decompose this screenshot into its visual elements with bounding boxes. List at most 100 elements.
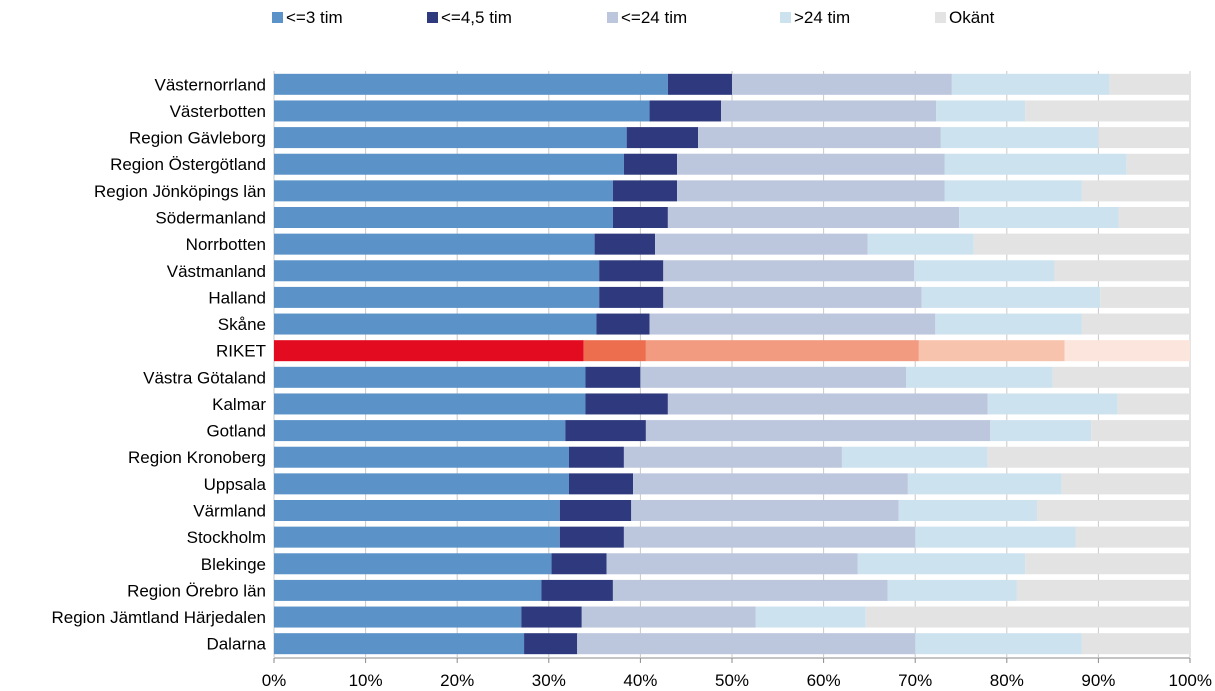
bar-segment bbox=[1075, 526, 1190, 548]
bar-segment bbox=[274, 366, 586, 388]
category-label: Västmanland bbox=[167, 262, 266, 281]
bar-segment bbox=[918, 340, 1065, 362]
bar-segment bbox=[524, 633, 578, 655]
x-tick-label: 0% bbox=[262, 671, 287, 690]
x-tick-label: 50% bbox=[715, 671, 749, 690]
bar-segment bbox=[521, 606, 582, 628]
category-label: Gotland bbox=[206, 422, 266, 441]
bar-segment bbox=[915, 526, 1076, 548]
category-label: Region Jämtland Härjedalen bbox=[51, 608, 266, 627]
bar-segment bbox=[274, 420, 566, 442]
bar-segment bbox=[1117, 393, 1190, 415]
bar-segment bbox=[1037, 500, 1190, 521]
bar-segment bbox=[867, 233, 974, 255]
legend-label: <=24 tim bbox=[621, 8, 687, 27]
category-label: Kalmar bbox=[212, 395, 266, 414]
category-label: Skåne bbox=[218, 315, 266, 334]
x-tick-label: 40% bbox=[623, 671, 657, 690]
bar-segment bbox=[649, 100, 722, 122]
bar-segment bbox=[640, 366, 907, 388]
bar-segment bbox=[565, 420, 646, 442]
bar-segment bbox=[907, 473, 1062, 495]
bar-segment bbox=[274, 180, 613, 202]
bar-segment bbox=[274, 260, 600, 282]
legend: <=3 tim <=4,5 tim <=24 tim >24 tim Okänt bbox=[272, 8, 995, 27]
x-tick-label: 70% bbox=[898, 671, 932, 690]
x-tick-label: 10% bbox=[349, 671, 383, 690]
bar-segment bbox=[915, 633, 1082, 655]
bar-segment bbox=[677, 153, 945, 175]
bar-segment bbox=[274, 553, 552, 575]
y-axis-labels: Västernorrland Västerbotten Region Gävlebo… bbox=[51, 75, 266, 653]
bar-segment bbox=[1016, 579, 1190, 601]
bar-segment bbox=[274, 100, 650, 122]
bar-segment bbox=[951, 73, 1110, 95]
bar-segment bbox=[559, 500, 632, 521]
bar-segment bbox=[568, 446, 624, 468]
bar-segment bbox=[577, 633, 916, 655]
bar-segment bbox=[1025, 553, 1190, 575]
bar-segment bbox=[274, 633, 525, 655]
legend-label: Okänt bbox=[949, 8, 995, 27]
bar-segment bbox=[1064, 340, 1190, 362]
legend-label: <=4,5 tim bbox=[441, 8, 512, 27]
bar-segment bbox=[274, 446, 569, 468]
bar-segment bbox=[626, 127, 699, 149]
category-label: Västerbotten bbox=[170, 102, 266, 121]
x-tick-label: 80% bbox=[990, 671, 1024, 690]
bar-segment bbox=[612, 207, 668, 228]
bar-segment bbox=[1081, 180, 1190, 202]
x-tick-label: 20% bbox=[440, 671, 474, 690]
bar-segment bbox=[944, 153, 1127, 175]
bar-segment bbox=[663, 260, 915, 282]
bar-segment bbox=[936, 100, 1026, 122]
bar-segment bbox=[551, 553, 607, 575]
bar-segment bbox=[987, 446, 1190, 468]
legend-label: <=3 tim bbox=[286, 8, 343, 27]
bar-segment bbox=[274, 526, 560, 548]
bar-segment bbox=[599, 286, 664, 308]
bar-segment bbox=[732, 73, 952, 95]
bar-segment bbox=[1100, 286, 1190, 308]
category-label: Dalarna bbox=[206, 635, 266, 654]
bar-segment bbox=[857, 553, 1026, 575]
category-label: Västra Götaland bbox=[143, 368, 266, 387]
bar-segment bbox=[274, 473, 569, 495]
bar-segment bbox=[698, 127, 941, 149]
category-label: Region Gävleborg bbox=[129, 129, 266, 148]
category-label: Värmland bbox=[193, 502, 266, 521]
bar-segment bbox=[959, 207, 1119, 228]
bar-segment bbox=[274, 340, 584, 362]
bar-segment bbox=[274, 393, 586, 415]
bar-segment bbox=[623, 446, 842, 468]
bar-segment bbox=[1118, 207, 1190, 228]
legend-label: >24 tim bbox=[794, 8, 850, 27]
bar-segment bbox=[568, 473, 634, 495]
bar-segment bbox=[667, 207, 960, 228]
bar-segment bbox=[655, 233, 868, 255]
category-label: Region Kronoberg bbox=[128, 448, 266, 467]
bar-segment bbox=[633, 473, 908, 495]
category-label: Uppsala bbox=[204, 475, 267, 494]
bar-segment bbox=[274, 579, 542, 601]
bar-segment bbox=[274, 606, 522, 628]
bar-segment bbox=[606, 553, 858, 575]
bar-segment bbox=[1098, 127, 1190, 149]
bar-segment bbox=[585, 393, 668, 415]
bar-segment bbox=[841, 446, 988, 468]
bar-segment bbox=[581, 606, 756, 628]
bar-segment bbox=[990, 420, 1092, 442]
bar-segment bbox=[887, 579, 1017, 601]
bar-segment bbox=[944, 180, 1082, 202]
bar-segment bbox=[631, 500, 899, 521]
bar-segment bbox=[1081, 313, 1190, 335]
legend-swatch bbox=[935, 12, 946, 23]
bar-segment bbox=[663, 286, 922, 308]
x-tick-label: 30% bbox=[532, 671, 566, 690]
bar-segment bbox=[541, 579, 613, 601]
bar-segment bbox=[583, 340, 646, 362]
bar-segment bbox=[677, 180, 945, 202]
bar-segment bbox=[645, 340, 919, 362]
bar-segment bbox=[585, 366, 641, 388]
